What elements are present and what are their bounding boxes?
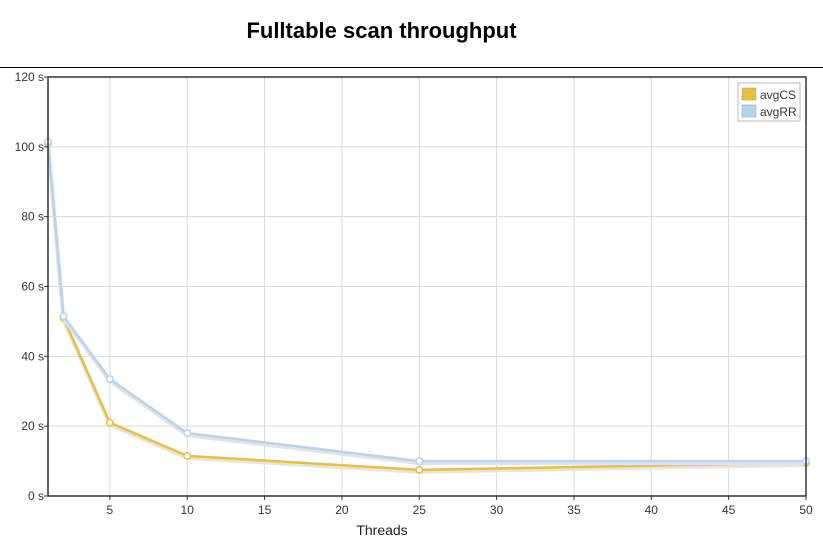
y-tick-label: 40 s <box>21 349 44 363</box>
x-tick-label: 15 <box>258 503 272 517</box>
grid-layer <box>48 76 807 497</box>
x-tick-label: 5 <box>107 503 114 517</box>
series-avgCS <box>44 139 810 474</box>
data-point <box>415 457 424 466</box>
y-tick-label: 20 s <box>21 419 44 433</box>
legend-swatch <box>741 87 757 101</box>
legend: avgCS avgRR <box>737 82 801 122</box>
data-point <box>183 429 192 438</box>
series-line <box>46 143 807 472</box>
y-tick-label: 60 s <box>21 280 44 294</box>
x-tick-label: 50 <box>799 503 813 517</box>
tick-layer: 5 10 15 20 25 30 35 40 45 50 0 s 20 s 40 s 60 s 80 s 10… <box>15 70 813 517</box>
chart-title: Fulltable scan throughput <box>246 18 517 43</box>
y-tick-label: 120 s <box>15 70 44 84</box>
x-tick-label: 30 <box>490 503 504 517</box>
legend-swatch <box>741 104 757 118</box>
data-point <box>183 451 192 460</box>
x-tick-label: 25 <box>413 503 427 517</box>
series-layer <box>44 137 810 474</box>
series-avgRR <box>44 137 810 466</box>
legend-label: avgRR <box>760 105 797 119</box>
x-tick-label: 10 <box>181 503 195 517</box>
y-tick-label: 100 s <box>15 140 44 154</box>
legend-label: avgCS <box>760 88 796 102</box>
x-tick-label: 20 <box>335 503 349 517</box>
title-divider <box>0 67 823 68</box>
data-point <box>59 312 68 321</box>
series-shadow <box>46 145 807 474</box>
x-axis-title: Threads <box>356 522 407 538</box>
x-tick-label: 45 <box>722 503 736 517</box>
x-tick-label: 35 <box>567 503 581 517</box>
y-tick-label: 0 s <box>28 489 44 503</box>
y-tick-label: 80 s <box>21 210 44 224</box>
data-point <box>415 465 424 474</box>
x-tick-label: 40 <box>645 503 659 517</box>
series-line <box>46 141 806 463</box>
data-point <box>105 418 114 427</box>
data-point <box>105 375 114 383</box>
